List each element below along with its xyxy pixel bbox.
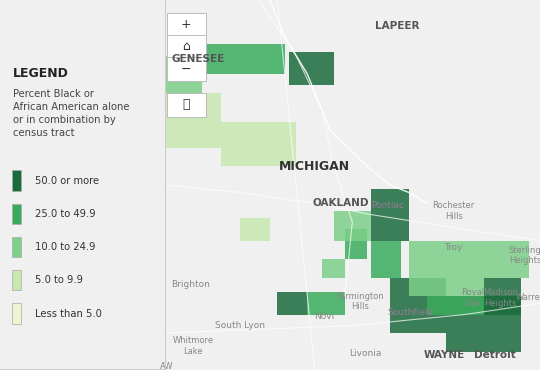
Text: GENESEE: GENESEE — [172, 54, 225, 64]
Bar — [307, 292, 345, 314]
Bar — [322, 259, 345, 278]
Text: Sterling
Heights: Sterling Heights — [509, 246, 540, 265]
Bar — [288, 52, 334, 85]
Bar — [334, 211, 371, 240]
Text: Less than 5.0: Less than 5.0 — [35, 309, 102, 319]
Text: Rochester
Hills: Rochester Hills — [433, 201, 475, 221]
Bar — [165, 56, 202, 92]
Text: Farmington
Hills: Farmington Hills — [336, 292, 383, 311]
Text: −: − — [181, 63, 191, 76]
Text: 50.0 or more: 50.0 or more — [35, 175, 99, 186]
Text: 5.0 to 9.9: 5.0 to 9.9 — [35, 275, 83, 286]
Text: AW: AW — [160, 362, 173, 370]
Bar — [428, 296, 484, 314]
Text: 10.0 to 24.9: 10.0 to 24.9 — [35, 242, 95, 252]
Bar — [446, 296, 521, 351]
Text: +: + — [181, 18, 191, 31]
Text: Royal
Oak: Royal Oak — [461, 288, 484, 307]
Bar — [165, 92, 221, 148]
FancyBboxPatch shape — [11, 170, 21, 191]
Text: Madison
Heights: Madison Heights — [483, 288, 518, 307]
Bar — [0, 369, 165, 370]
Text: LEGEND: LEGEND — [13, 67, 69, 80]
FancyBboxPatch shape — [11, 204, 21, 224]
Text: Southfield: Southfield — [387, 308, 434, 317]
Text: ⌕: ⌕ — [183, 98, 190, 111]
Bar — [278, 292, 307, 314]
FancyBboxPatch shape — [11, 237, 21, 257]
Bar — [202, 44, 285, 74]
Bar — [484, 278, 521, 314]
Text: Detroit: Detroit — [474, 350, 516, 360]
Text: WAYNE: WAYNE — [424, 350, 465, 360]
FancyBboxPatch shape — [11, 270, 21, 290]
Text: OAKLAND: OAKLAND — [313, 198, 369, 209]
Text: Livonia: Livonia — [349, 349, 382, 358]
Text: South Lyon: South Lyon — [215, 321, 265, 330]
FancyBboxPatch shape — [166, 35, 206, 59]
Text: Troy: Troy — [444, 243, 463, 252]
FancyBboxPatch shape — [11, 303, 21, 324]
Text: LAPEER: LAPEER — [375, 21, 420, 31]
Bar — [221, 122, 296, 166]
FancyBboxPatch shape — [166, 92, 206, 117]
Bar — [240, 218, 270, 240]
Bar — [371, 189, 409, 241]
Text: Brighton: Brighton — [172, 280, 211, 289]
Text: Novi: Novi — [314, 312, 334, 321]
Bar — [390, 278, 446, 333]
Bar — [484, 240, 529, 278]
Text: Pontiac: Pontiac — [372, 201, 404, 210]
FancyBboxPatch shape — [166, 57, 206, 81]
Bar — [409, 240, 484, 296]
Text: ⌂: ⌂ — [182, 40, 190, 54]
Bar — [371, 240, 401, 278]
Bar — [345, 229, 367, 259]
Text: MICHIGAN: MICHIGAN — [279, 160, 350, 173]
Text: Warren: Warren — [516, 293, 540, 302]
FancyBboxPatch shape — [166, 13, 206, 37]
Text: Whitmore
Lake: Whitmore Lake — [172, 336, 213, 356]
Text: 25.0 to 49.9: 25.0 to 49.9 — [35, 209, 95, 219]
Text: Percent Black or
African American alone
or in combination by
census tract: Percent Black or African American alone … — [13, 89, 130, 138]
